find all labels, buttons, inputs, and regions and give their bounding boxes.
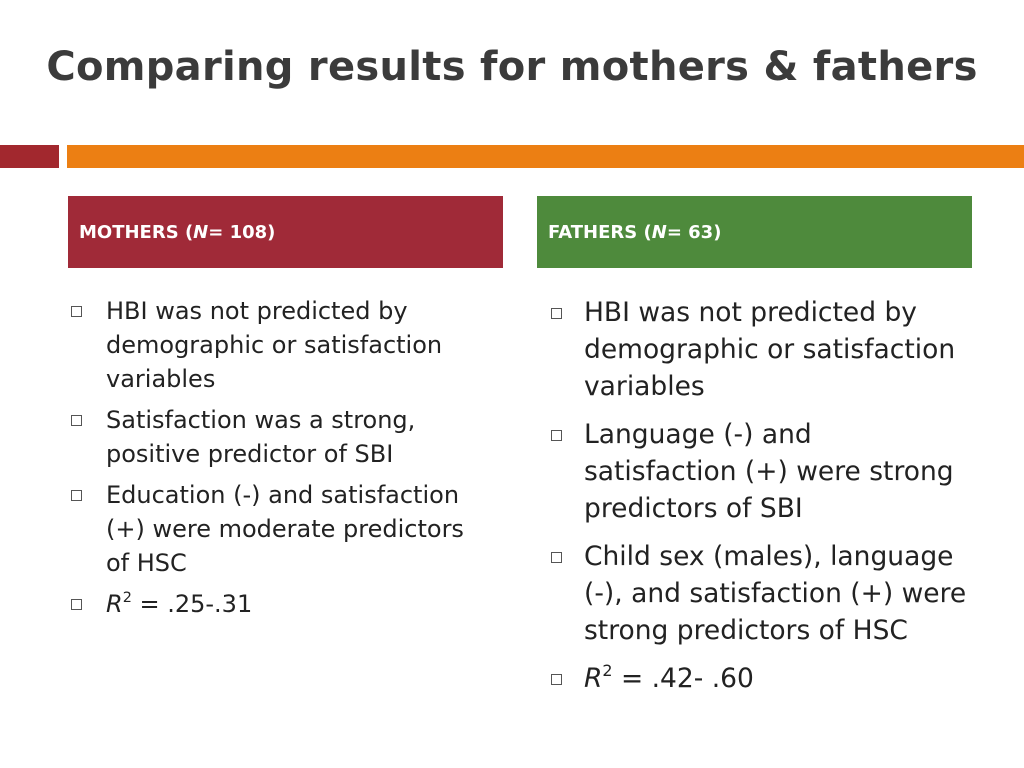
mothers-header-suffix: = 108) — [208, 221, 276, 243]
fathers-header: FATHERS (N = 63) — [537, 196, 972, 268]
square-bullet-icon — [551, 430, 562, 441]
accent-bar-red — [0, 145, 59, 168]
mothers-bullet-list: HBI was not predicted by demographic or … — [71, 294, 491, 628]
fathers-header-prefix: FATHERS ( — [548, 221, 652, 243]
fathers-header-suffix: = 63) — [666, 221, 722, 243]
r-exponent: 2 — [602, 660, 613, 680]
square-bullet-icon — [71, 599, 82, 610]
list-item: HBI was not predicted by demographic or … — [551, 294, 971, 405]
fathers-bullet-list: HBI was not predicted by demographic or … — [551, 294, 971, 708]
list-item-r-squared: R2 = .25-.31 — [71, 587, 491, 621]
r-exponent: 2 — [122, 589, 132, 606]
bullet-text: HBI was not predicted by demographic or … — [584, 297, 956, 402]
bullet-text: Satisfaction was a strong, positive pred… — [106, 406, 416, 468]
mothers-header: MOTHERS (N = 108) — [68, 196, 503, 268]
square-bullet-icon — [551, 308, 562, 319]
r-squared-value: = .25-.31 — [131, 590, 253, 618]
square-bullet-icon — [71, 490, 82, 501]
square-bullet-icon — [71, 306, 82, 317]
bullet-text: HBI was not predicted by demographic or … — [106, 297, 443, 393]
list-item: HBI was not predicted by demographic or … — [71, 294, 491, 396]
list-item: Language (-) and satisfaction (+) were s… — [551, 416, 971, 527]
square-bullet-icon — [551, 674, 562, 685]
list-item: Child sex (males), language (-), and sat… — [551, 538, 971, 649]
r-squared-value: = .42- .60 — [612, 663, 754, 694]
slide-title: Comparing results for mothers & fathers — [46, 44, 978, 90]
square-bullet-icon — [551, 552, 562, 563]
mothers-header-n: N — [193, 221, 209, 243]
list-item: Education (-) and satisfaction (+) were … — [71, 478, 491, 580]
bullet-text: Education (-) and satisfaction (+) were … — [106, 481, 464, 577]
list-item: Satisfaction was a strong, positive pred… — [71, 403, 491, 471]
bullet-text: Child sex (males), language (-), and sat… — [584, 541, 967, 646]
r-symbol: R — [584, 663, 603, 694]
list-item-r-squared: R2 = .42- .60 — [551, 660, 971, 697]
r-symbol: R — [106, 590, 123, 618]
mothers-header-prefix: MOTHERS ( — [79, 221, 194, 243]
fathers-header-n: N — [651, 221, 667, 243]
bullet-text: Language (-) and satisfaction (+) were s… — [584, 419, 954, 524]
accent-bar-orange — [67, 145, 1024, 168]
square-bullet-icon — [71, 415, 82, 426]
